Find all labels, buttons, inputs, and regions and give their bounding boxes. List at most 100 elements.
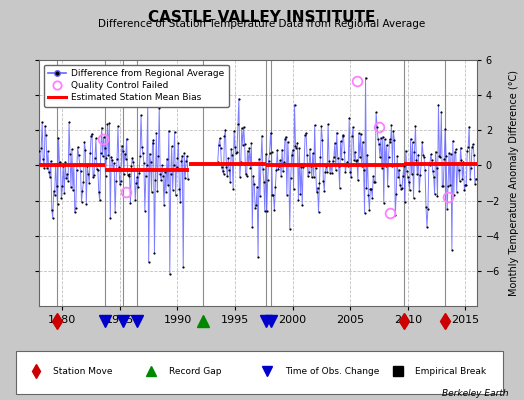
Point [80, 139, 89, 146]
Point [320, 188, 329, 194]
Point [305, 169, 313, 175]
Point [394, 174, 402, 180]
Point [286, 226, 294, 232]
Point [166, 271, 174, 278]
Point [176, 199, 184, 206]
Point [62, 175, 70, 181]
Point [466, 176, 474, 182]
Point [114, 123, 122, 130]
Point [247, 140, 256, 146]
Point [64, 178, 72, 184]
Point [172, 164, 181, 170]
Point [249, 173, 257, 179]
Point [444, 183, 452, 189]
Point [93, 166, 101, 172]
Point [261, 150, 270, 157]
Point [296, 191, 304, 197]
Point [78, 199, 86, 205]
Point [442, 153, 450, 160]
Point [171, 192, 180, 198]
Point [85, 180, 93, 186]
Point [424, 206, 432, 212]
Point [127, 163, 136, 169]
Point [81, 147, 90, 153]
Text: Empirical Break: Empirical Break [416, 366, 487, 376]
Point [336, 138, 345, 145]
Point [350, 156, 358, 163]
Point [163, 182, 172, 188]
Point [236, 174, 244, 180]
Point [362, 74, 370, 81]
Point [456, 144, 465, 151]
Point [290, 101, 299, 108]
Point [56, 158, 64, 165]
Point [107, 154, 115, 160]
Point [216, 145, 225, 151]
Point [337, 156, 346, 163]
Point [279, 168, 287, 174]
Point [223, 173, 232, 180]
Point [363, 152, 372, 158]
Point [36, 161, 45, 167]
Point [389, 128, 398, 134]
Point [423, 224, 431, 230]
Point [399, 172, 407, 179]
Point [454, 167, 463, 174]
Point [146, 150, 154, 157]
Point [425, 162, 434, 168]
Point [245, 145, 254, 151]
Point [358, 139, 367, 145]
Point [78, 188, 86, 194]
Point [37, 145, 46, 151]
Point [222, 164, 231, 170]
Point [374, 136, 382, 142]
Point [371, 179, 379, 186]
Point [449, 138, 457, 144]
Point [105, 120, 114, 126]
Point [455, 178, 464, 184]
Point [369, 173, 377, 180]
Point [48, 207, 56, 213]
Point [353, 156, 361, 163]
Point [67, 184, 75, 190]
Point [438, 182, 446, 189]
Point [119, 170, 128, 177]
Point [432, 164, 441, 171]
Point [393, 153, 401, 160]
Point [273, 147, 281, 154]
Point [167, 171, 175, 178]
Point [271, 184, 279, 190]
Point [318, 136, 326, 143]
Point [111, 209, 119, 216]
Point [451, 149, 459, 155]
Point [421, 167, 429, 173]
Point [453, 160, 462, 166]
Point [180, 150, 189, 156]
Point [232, 150, 240, 157]
Point [100, 134, 108, 140]
Point [430, 191, 439, 197]
Point [125, 173, 134, 179]
Point [123, 136, 131, 142]
Point [108, 157, 116, 163]
Point [309, 150, 317, 156]
Point [79, 179, 88, 185]
Point [280, 158, 288, 165]
Point [255, 156, 263, 162]
Point [259, 166, 267, 172]
Point [392, 191, 400, 197]
Point [342, 162, 351, 168]
Point [405, 178, 413, 185]
Point [312, 189, 321, 195]
Point [175, 186, 183, 192]
Point [58, 182, 67, 189]
Point [379, 200, 388, 206]
Point [140, 208, 149, 214]
Point [304, 172, 312, 179]
Point [351, 149, 359, 155]
Point [41, 123, 49, 129]
Point [401, 147, 410, 154]
Point [388, 163, 397, 170]
Point [141, 173, 150, 179]
Point [38, 119, 46, 126]
